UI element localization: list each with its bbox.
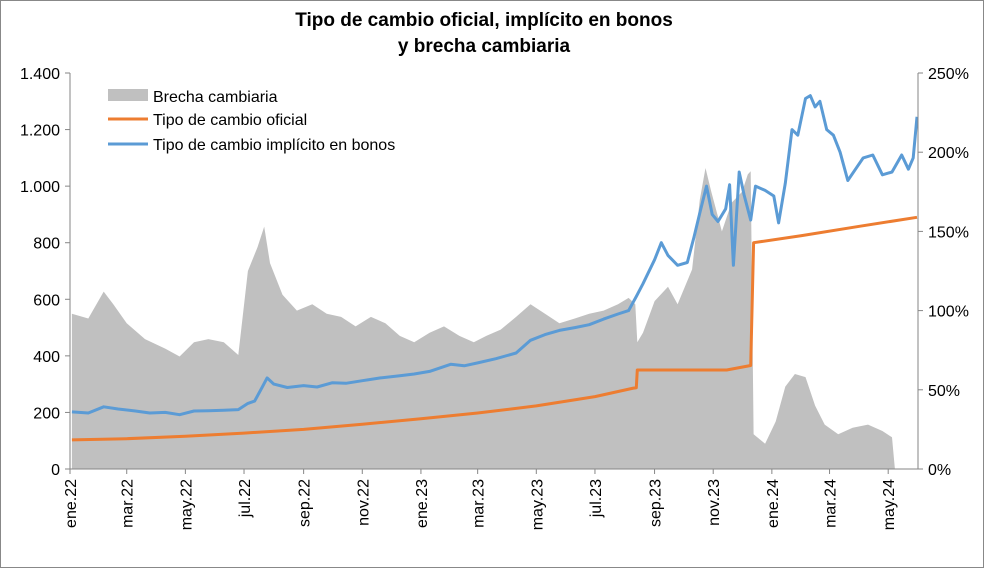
y-left-tick-label: 800 [33, 236, 60, 253]
x-tick-label: may.24 [881, 479, 898, 530]
x-tick-label: sep.23 [648, 479, 665, 527]
y-right-tick-label: 250% [928, 66, 969, 83]
chart-title-line1: Tipo de cambio oficial, implícito en bon… [295, 10, 673, 31]
y-right-tick-label: 100% [928, 304, 969, 321]
y-left-tick-label: 1.000 [20, 179, 60, 196]
y-left-tick-label: 200 [33, 405, 60, 422]
area-layer [71, 168, 895, 469]
series-line-tipo-de-cambio-implicito-en-bonos [71, 94, 919, 417]
x-tick-label: mar.24 [823, 479, 840, 528]
x-tick-label: ene.23 [414, 479, 431, 528]
y-left-tick-label: 0 [51, 462, 60, 479]
series-line-tipo-de-cambio-oficial [71, 215, 918, 442]
legend-swatch-brecha [108, 89, 148, 101]
y-left-tick-label: 1.200 [20, 123, 60, 140]
x-tick-label: ene.22 [63, 479, 80, 528]
legend: Brecha cambiaria Tipo de cambio oficial … [108, 89, 395, 154]
legend-label-implicito: Tipo de cambio implícito en bonos [153, 137, 395, 154]
y-left-tick-label: 400 [33, 349, 60, 366]
y-right-tick-label: 0% [928, 462, 951, 479]
x-tick-label: mar.23 [471, 479, 488, 528]
x-tick-label: nov.22 [355, 479, 372, 526]
x-tick-label: jul.22 [237, 479, 254, 518]
line-layer [71, 94, 919, 442]
legend-label-brecha: Brecha cambiaria [153, 89, 278, 106]
series-area-brecha-cambiaria [71, 168, 895, 469]
x-tick-label: may.22 [178, 479, 195, 530]
y-right-tick-label: 50% [928, 383, 960, 400]
y-left-tick-label: 1.400 [20, 66, 60, 83]
x-tick-label: jul.23 [588, 479, 605, 518]
x-tick-label: may.23 [529, 479, 546, 530]
chart-title: Tipo de cambio oficial, implícito en bon… [0, 8, 968, 60]
x-tick-label: ene.24 [765, 479, 782, 528]
axes-layer: 0 200 400 600 800 1.000 1.200 1.400 0% 50% 100% 150… [20, 66, 969, 530]
legend-label-oficial: Tipo de cambio oficial [153, 112, 307, 129]
y-right-tick-label: 150% [928, 224, 969, 241]
x-tick-label: mar.22 [120, 479, 137, 528]
chart-title-line2: y brecha cambiaria [397, 36, 571, 57]
x-tick-label: nov.23 [706, 479, 723, 526]
y-left-tick-label: 600 [33, 292, 60, 309]
x-tick-label: sep.22 [297, 479, 314, 527]
y-right-tick-label: 200% [928, 145, 969, 162]
